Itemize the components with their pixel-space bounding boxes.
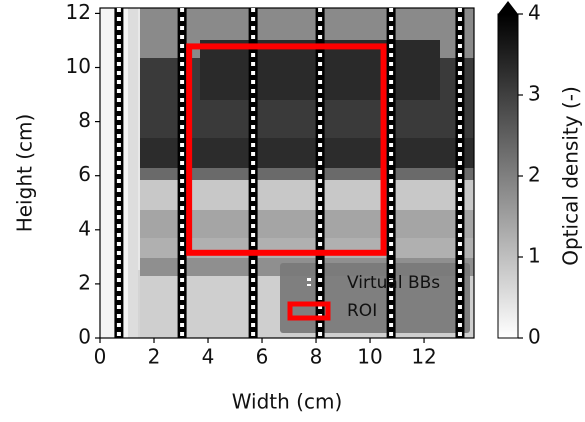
y-tick-label: 8 — [78, 108, 91, 132]
colorbar-tick-label: 2 — [528, 163, 541, 187]
colorbar-tick-label: 3 — [528, 82, 541, 106]
x-tick-label: 12 — [411, 345, 436, 369]
x-axis-label: Width (cm) — [232, 390, 343, 414]
y-tick-label: 2 — [78, 270, 91, 294]
plot-frame — [99, 7, 475, 339]
colorbar-label: Optical density (-) — [559, 86, 583, 266]
legend-label: Virtual BBs — [347, 273, 440, 293]
y-tick-label: 4 — [78, 216, 91, 240]
colorbar-tick-label: 1 — [528, 244, 541, 268]
colorbar-extension — [498, 1, 518, 14]
x-tick-label: 2 — [148, 345, 161, 369]
y-axis-label: Height (cm) — [13, 114, 37, 233]
x-tick-label: 0 — [94, 345, 107, 369]
x-tick-label: 8 — [310, 345, 323, 369]
legend-label: ROI — [347, 301, 377, 321]
colorbar — [497, 13, 519, 339]
roi — [186, 43, 387, 256]
x-tick-label: 4 — [202, 345, 215, 369]
legend-roi-marker — [287, 301, 331, 321]
y-tick-label: 10 — [66, 54, 91, 78]
x-tick-label: 6 — [256, 345, 269, 369]
colorbar-tick-label: 4 — [528, 1, 541, 25]
colorbar-tick-label: 0 — [528, 325, 541, 349]
y-tick-label: 12 — [66, 0, 91, 24]
x-tick-label: 10 — [357, 345, 382, 369]
y-tick-label: 6 — [78, 162, 91, 186]
y-tick-label: 0 — [78, 325, 91, 349]
